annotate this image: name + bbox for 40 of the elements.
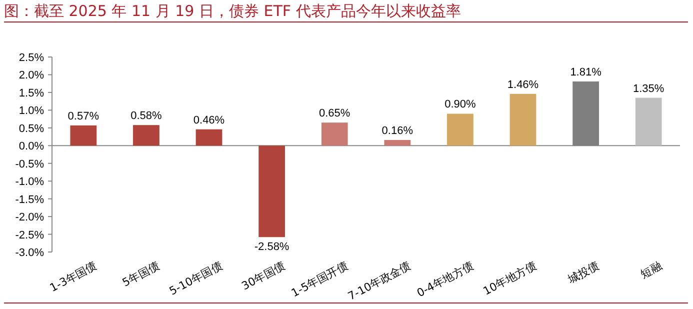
y-tick-label: 0.0%: [18, 140, 44, 153]
x-tick-label: 0-4年地方债: [414, 259, 476, 300]
x-tick-label: 短融: [638, 259, 664, 281]
y-tick-label: 1.0%: [18, 105, 44, 118]
y-tick-label: -3.0%: [15, 247, 44, 259]
y-tick-label: -1.0%: [15, 176, 44, 188]
bar: [133, 125, 160, 146]
data-label: 0.90%: [444, 98, 476, 111]
y-tick-label: 2.5%: [18, 52, 44, 64]
data-label: 0.58%: [130, 110, 162, 122]
data-label: 1.35%: [633, 82, 664, 95]
x-tick-label: 1-3年国债: [48, 259, 99, 295]
x-tick-label: 城投债: [565, 259, 602, 287]
y-tick-label: -1.5%: [15, 194, 44, 206]
bar: [447, 114, 474, 146]
x-tick-label: 5-10年国债: [167, 259, 224, 298]
bar: [635, 98, 662, 146]
y-tick-label: -2.5%: [15, 229, 44, 242]
chart-title: 图：截至 2025 年 11 月 19 日，债券 ETF 代表产品今年以来收益率: [4, 2, 461, 20]
bar: [258, 146, 285, 238]
data-label: 0.16%: [382, 124, 414, 137]
y-tick-label: 0.5%: [18, 122, 44, 135]
x-tick-label: 10年地方债: [481, 259, 538, 298]
bar: [510, 94, 536, 146]
bar: [196, 129, 222, 146]
bar: [321, 122, 348, 146]
data-label: 0.57%: [68, 110, 100, 122]
data-label: -2.58%: [254, 241, 290, 254]
data-label: 1.46%: [507, 78, 539, 91]
y-tick-label: 2.0%: [18, 70, 44, 82]
y-tick-label: -2.0%: [15, 212, 44, 224]
data-label: 0.65%: [319, 108, 350, 120]
data-label: 0.46%: [193, 114, 225, 126]
x-tick-label: 5年国债: [120, 259, 162, 290]
y-tick-label: -0.5%: [15, 158, 44, 170]
bar: [70, 125, 97, 146]
bar: [384, 140, 411, 146]
x-tick-label: 30年国债: [240, 259, 288, 293]
data-label: 1.81%: [570, 66, 602, 78]
y-tick-label: 1.5%: [18, 87, 44, 100]
